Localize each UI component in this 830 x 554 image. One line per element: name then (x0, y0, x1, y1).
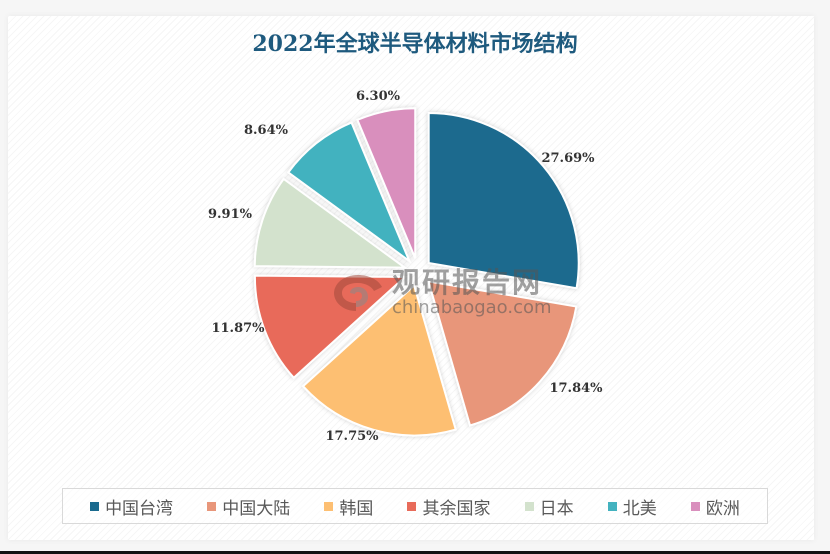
legend-item-japan[interactable]: 日本 (524, 494, 574, 519)
data-label-europe: 6.30% (356, 89, 401, 104)
pie-slice-other-countries[interactable] (253, 274, 408, 380)
watermark-logo-icon (334, 275, 382, 311)
legend-item-mainland[interactable]: 中国大陆 (207, 494, 290, 519)
data-label-taiwan: 27.69% (541, 151, 595, 166)
watermark-en: chinabaogao.com (392, 297, 552, 318)
data-label-japan: 9.91% (208, 207, 253, 222)
legend-swatch-icon (207, 501, 217, 511)
data-label-korea: 17.75% (325, 429, 379, 444)
data-label-mainland: 17.84% (549, 381, 603, 396)
legend-label: 中国大陆 (222, 498, 291, 519)
legend-label: 韩国 (339, 498, 374, 519)
legend-swatch-icon (524, 501, 534, 511)
chart-card (8, 16, 814, 540)
legend-swatch-icon (407, 501, 417, 511)
pie-slice-north-america[interactable] (286, 121, 412, 264)
pie-slice-europe[interactable] (356, 107, 417, 259)
pie-slice-mainland[interactable] (427, 280, 578, 427)
legend-label: 其余国家 (422, 498, 491, 519)
watermark: 观研报告网 chinabaogao.com (330, 268, 552, 318)
bottom-border (0, 551, 830, 554)
data-label-other-countries: 11.87% (211, 321, 265, 336)
legend-item-korea[interactable]: 韩国 (324, 494, 373, 519)
legend-label: 北美 (622, 498, 657, 519)
legend-swatch-icon (90, 501, 100, 511)
watermark-cn: 观研报告网 (392, 266, 543, 299)
pie-slice-taiwan[interactable] (427, 111, 580, 290)
legend-item-europe[interactable]: 欧洲 (690, 494, 740, 519)
legend-label: 欧洲 (705, 498, 740, 519)
pie-slice-japan[interactable] (253, 177, 408, 269)
legend-label: 中国台湾 (105, 498, 174, 519)
legend-item-taiwan[interactable]: 中国台湾 (90, 494, 173, 519)
pie-slice-korea[interactable] (301, 283, 457, 437)
chart-title: 2022年全球半导体材料市场结构 (252, 31, 578, 57)
data-label-north-america: 8.64% (244, 123, 289, 138)
legend-label: 日本 (539, 498, 574, 519)
chart-legend: 中国台湾 中国大陆 韩国 其余国家 日本 北美 欧洲 (62, 488, 768, 524)
legend-item-north-america[interactable]: 北美 (607, 494, 657, 519)
legend-swatch-icon (607, 501, 617, 511)
legend-swatch-icon (690, 501, 700, 511)
legend-swatch-icon (324, 501, 334, 511)
legend-item-other-countries[interactable]: 其余国家 (407, 494, 490, 519)
